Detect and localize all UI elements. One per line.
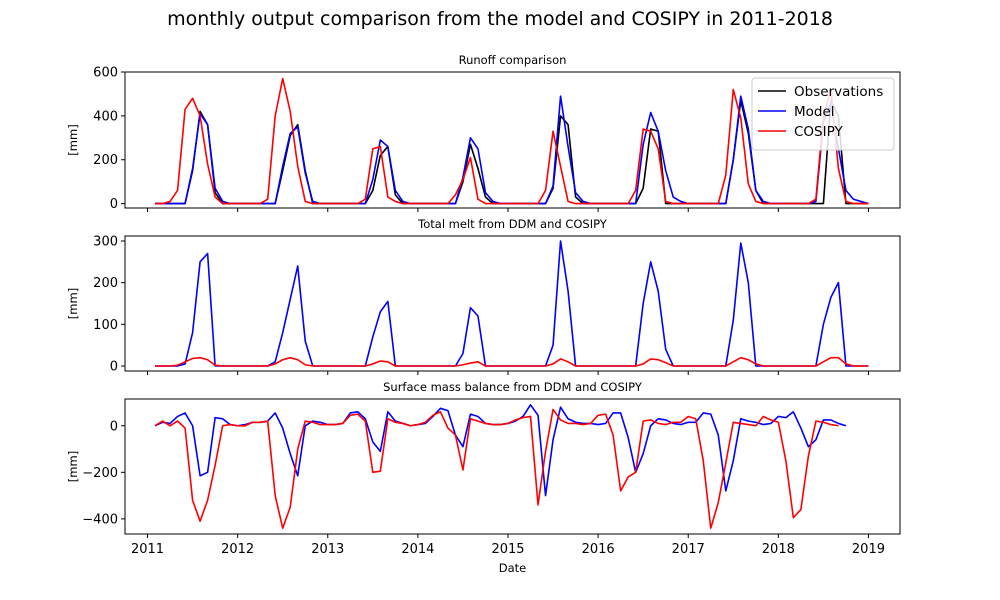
surface-mass-balance-ytick-label: −400 bbox=[82, 512, 118, 527]
surface-mass-balance-xtick-label: 2018 bbox=[762, 542, 795, 557]
total-melt-axes-frame bbox=[124, 235, 901, 372]
surface-mass-balance-ytick-label: 0 bbox=[110, 419, 118, 434]
surface-mass-balance-ytick-label: −200 bbox=[82, 466, 118, 481]
runoff-ytick-label: 600 bbox=[93, 66, 118, 81]
runoff-series-cosipy-line bbox=[155, 77, 869, 205]
surface-mass-balance-xtick-label: 2014 bbox=[401, 542, 434, 557]
surface-mass-balance-xtick-label: 2017 bbox=[672, 542, 705, 557]
total-melt-series-red-line bbox=[155, 356, 869, 367]
legend-label-cosipy: COSIPY bbox=[794, 124, 843, 140]
runoff-title: Runoff comparison bbox=[459, 53, 567, 67]
total-melt-ytick-label: 300 bbox=[93, 235, 118, 250]
surface-mass-balance-xtick-label: 2016 bbox=[582, 542, 615, 557]
surface-mass-balance-xtick-label: 2015 bbox=[491, 542, 524, 557]
surface-mass-balance-xtick-label: 2012 bbox=[221, 542, 254, 557]
surface-mass-balance-ylabel: [mm] bbox=[66, 451, 80, 482]
surface-mass-balance-series-red-line bbox=[154, 408, 839, 529]
surface-mass-balance-xtick-label: 2013 bbox=[311, 542, 344, 557]
figure-suptitle: monthly output comparison from the model… bbox=[167, 8, 833, 30]
runoff-panel: Runoff comparison [mm] 0 200 400 600 Observati… bbox=[66, 53, 901, 212]
total-melt-series-blue-line bbox=[155, 240, 869, 367]
runoff-ylabel: [mm] bbox=[66, 124, 80, 155]
total-melt-ytick-label: 100 bbox=[93, 318, 118, 333]
total-melt-panel: Total melt from DDM and COSIPY [mm] 0 100 20… bbox=[66, 217, 901, 375]
legend-box bbox=[751, 77, 895, 151]
runoff-ytick-label: 200 bbox=[93, 153, 118, 168]
total-melt-ytick-label: 200 bbox=[93, 276, 118, 291]
total-melt-ytick-label: 0 bbox=[110, 360, 118, 375]
total-melt-ylabel: [mm] bbox=[66, 288, 80, 319]
runoff-axes-frame bbox=[124, 71, 901, 209]
surface-mass-balance-xlabel: Date bbox=[499, 561, 527, 575]
runoff-ytick-label: 0 bbox=[110, 197, 118, 212]
legend-label-model: Model bbox=[794, 104, 835, 120]
surface-mass-balance-xtick-label: 2019 bbox=[852, 542, 885, 557]
legend: Observations Model COSIPY bbox=[751, 77, 895, 151]
runoff-ytick-label: 400 bbox=[93, 109, 118, 124]
total-melt-title: Total melt from DDM and COSIPY bbox=[417, 217, 608, 231]
surface-mass-balance-xtick-label: 2011 bbox=[131, 542, 164, 557]
legend-label-observations: Observations bbox=[794, 84, 883, 100]
surface-mass-balance-series-blue-line bbox=[154, 404, 847, 497]
surface-mass-balance-title: Surface mass balance from DDM and COSIPY bbox=[383, 380, 643, 394]
surface-mass-balance-panel: Surface mass balance from DDM and COSIPY… bbox=[66, 380, 901, 575]
surface-mass-balance-axes-frame bbox=[124, 398, 901, 535]
